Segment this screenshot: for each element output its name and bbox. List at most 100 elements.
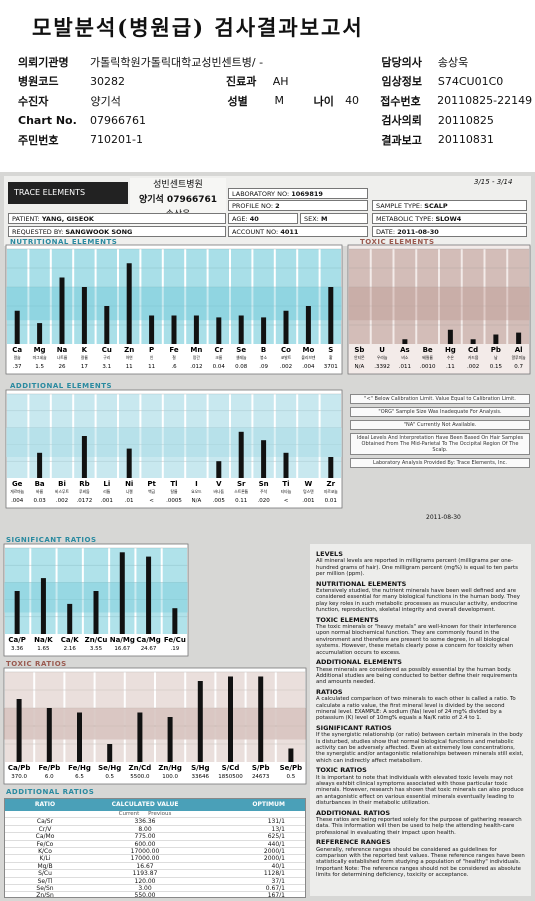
additional-ratios-table: RATIO CALCULATED VALUE OPTIMUM Current P…: [4, 798, 306, 898]
table-header: RATIO CALCULATED VALUE OPTIMUM: [5, 799, 305, 811]
table-cell: Ca/Mo: [35, 833, 55, 841]
bar-k: [81, 287, 87, 344]
bar-na: [59, 277, 65, 344]
category-label-kr: 백금: [148, 489, 155, 494]
category-column: [253, 394, 274, 478]
bar-mg: [37, 323, 43, 344]
table-cell: 440/1: [267, 840, 285, 848]
bar-na-k: [40, 578, 46, 634]
category-column: [349, 249, 370, 344]
data-value: 100.0: [162, 774, 178, 780]
category-label: Cd: [468, 346, 478, 354]
table-cell: 40/1: [271, 862, 285, 870]
category-label: Sn: [259, 480, 269, 488]
bar-fe-hg: [77, 712, 82, 762]
category-label: Tl: [170, 480, 177, 488]
category-label: Na/K: [34, 636, 53, 644]
category-label-kr: 코발트: [281, 355, 292, 360]
info-value: 가톨릭학원가톨릭대학교성빈센트병/ -: [90, 55, 264, 69]
category-label-kr: 마그네슘: [33, 355, 47, 360]
additional-ratios-title: ADDITIONAL RATIOS: [6, 788, 95, 796]
data-value: .3392: [374, 364, 390, 370]
category-label-kr: 알루미늄: [512, 355, 526, 360]
note-text: If the synergistic relationship (or rati…: [316, 732, 524, 764]
category-label-kr: 스트론튬: [234, 489, 248, 494]
data-value: <: [149, 498, 154, 504]
category-column: [298, 394, 319, 478]
data-value: 11: [126, 364, 133, 370]
category-label: Be: [423, 346, 433, 354]
table-cell: 1193.87: [132, 870, 158, 878]
data-value: .11: [446, 364, 455, 370]
category-column: [7, 249, 28, 344]
data-value: 24673: [252, 774, 270, 780]
data-value: 33646: [192, 774, 210, 780]
category-column: [275, 249, 297, 344]
table-cell: K/Co: [38, 847, 52, 855]
category-label-kr: 리튬: [103, 489, 110, 494]
data-value: 17: [81, 364, 88, 370]
info-label: 검사의뢰: [381, 114, 422, 128]
table-row: Fe/Co 600.00 440/1: [5, 841, 305, 848]
category-label: Hg: [445, 346, 456, 354]
category-label: Ca: [12, 346, 22, 354]
category-label-kr: 바륨: [36, 489, 43, 494]
category-label-kr: 지르코늄: [324, 489, 338, 494]
category-label: Ge: [12, 480, 23, 488]
category-label: Cu: [102, 346, 112, 354]
data-value: 0.5: [105, 774, 114, 780]
table-cell: 625/1: [267, 833, 285, 841]
category-label: Co: [281, 346, 291, 354]
sample-type-field: SAMPLE TYPE: SCALP: [372, 200, 527, 211]
bar-rb: [81, 436, 87, 478]
table-cell: 17000.00: [130, 847, 160, 855]
info-label: Chart No.: [18, 113, 77, 127]
category-label-kr: 바나듐: [214, 489, 225, 494]
category-label: Zn/Cd: [129, 764, 152, 772]
table-cell: Se/Sn: [36, 884, 54, 892]
category-label: Se/Pb: [280, 764, 303, 772]
bar-ba: [37, 452, 43, 478]
category-label-kr: 요오드: [191, 489, 202, 494]
bar-ca-k: [67, 603, 73, 634]
category-label-kr: 철: [172, 355, 176, 360]
col-optimum: OPTIMUM: [252, 801, 285, 808]
category-column: [275, 394, 297, 478]
bar-mn: [193, 315, 199, 344]
category-label: Zn/Cu: [85, 636, 108, 644]
category-label-kr: 베릴륨: [422, 355, 433, 360]
category-label: Cr: [215, 346, 224, 354]
category-label: Ca/Mg: [136, 636, 160, 644]
bar-p: [149, 315, 155, 344]
account-field: ACCOUNT NO: 4011: [228, 226, 368, 237]
table-subheader: Current Previous: [5, 811, 305, 819]
bar-cd: [470, 339, 476, 344]
data-value: 1850500: [218, 774, 243, 780]
info-value: 20110831: [437, 133, 494, 147]
data-value: 0.11: [235, 498, 247, 504]
info-value: M: [274, 94, 285, 108]
data-value: 0.15: [490, 364, 503, 370]
info-value: AH: [272, 74, 289, 88]
data-value: 0.5: [287, 774, 296, 780]
category-label: Sr: [237, 480, 246, 488]
table-row: Cr/V 8.00 13/1: [5, 826, 305, 834]
category-column: [141, 249, 162, 344]
category-column: [394, 249, 416, 344]
category-label-kr: 주석: [260, 489, 267, 494]
category-label: P: [149, 346, 154, 354]
age-field: AGE: 40: [228, 213, 298, 224]
category-label: S/Hg: [191, 764, 209, 772]
category-label: Na: [57, 346, 68, 354]
category-label: U: [379, 346, 385, 354]
toxic-ratios-title: TOXIC RATIOS: [6, 660, 67, 668]
category-label: Fe/Pb: [38, 764, 60, 772]
table-cell: 0.67/1: [265, 884, 285, 892]
table-cell: 131/1: [267, 818, 285, 826]
data-value: 1.65: [37, 646, 50, 652]
data-value: 3.55: [90, 646, 103, 652]
legend-item: "NA" Currently Not Available.: [350, 420, 530, 430]
table-cell: 167/1: [267, 892, 285, 898]
category-label-kr: 크롬: [215, 355, 222, 360]
